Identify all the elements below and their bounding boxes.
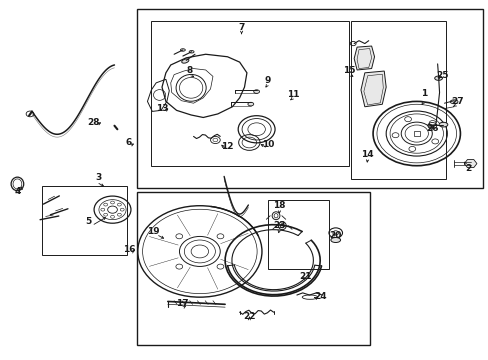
Bar	[137, 9, 482, 188]
Text: 14: 14	[361, 150, 373, 159]
Text: 21: 21	[299, 271, 311, 280]
Text: 28: 28	[87, 118, 99, 127]
Ellipse shape	[189, 50, 194, 53]
Bar	[350, 21, 446, 179]
Text: 18: 18	[273, 201, 285, 210]
Text: 22: 22	[243, 312, 255, 321]
Ellipse shape	[330, 238, 340, 243]
Text: 2: 2	[465, 164, 471, 173]
Ellipse shape	[253, 90, 259, 93]
Ellipse shape	[449, 100, 457, 104]
Text: 7: 7	[238, 23, 244, 32]
Ellipse shape	[434, 76, 442, 80]
Text: 8: 8	[185, 66, 192, 75]
Bar	[41, 186, 127, 255]
Text: 10: 10	[261, 140, 273, 149]
Text: 16: 16	[122, 245, 135, 254]
Ellipse shape	[180, 49, 185, 51]
Text: 15: 15	[343, 66, 355, 75]
Bar	[137, 192, 369, 345]
Text: 19: 19	[147, 227, 159, 236]
Text: 5: 5	[85, 217, 91, 226]
Text: 25: 25	[435, 71, 448, 80]
Polygon shape	[353, 46, 374, 70]
Text: 24: 24	[313, 292, 326, 301]
Text: 6: 6	[125, 138, 132, 147]
Text: 20: 20	[329, 231, 341, 240]
Text: 17: 17	[176, 300, 188, 309]
Polygon shape	[360, 71, 386, 107]
Text: 1: 1	[420, 89, 427, 98]
Ellipse shape	[182, 59, 188, 63]
Text: 13: 13	[156, 104, 168, 113]
Bar	[151, 21, 348, 166]
Text: 4: 4	[14, 186, 20, 195]
Text: 11: 11	[286, 90, 299, 99]
Bar	[267, 200, 328, 269]
Polygon shape	[464, 159, 476, 168]
Bar	[413, 131, 419, 136]
Text: 3: 3	[96, 174, 102, 183]
Text: 27: 27	[451, 97, 464, 106]
Text: 23: 23	[273, 221, 285, 230]
Ellipse shape	[438, 122, 447, 127]
Text: 9: 9	[264, 76, 270, 85]
Ellipse shape	[247, 102, 253, 106]
Text: 12: 12	[220, 142, 233, 151]
Text: 26: 26	[426, 124, 438, 133]
